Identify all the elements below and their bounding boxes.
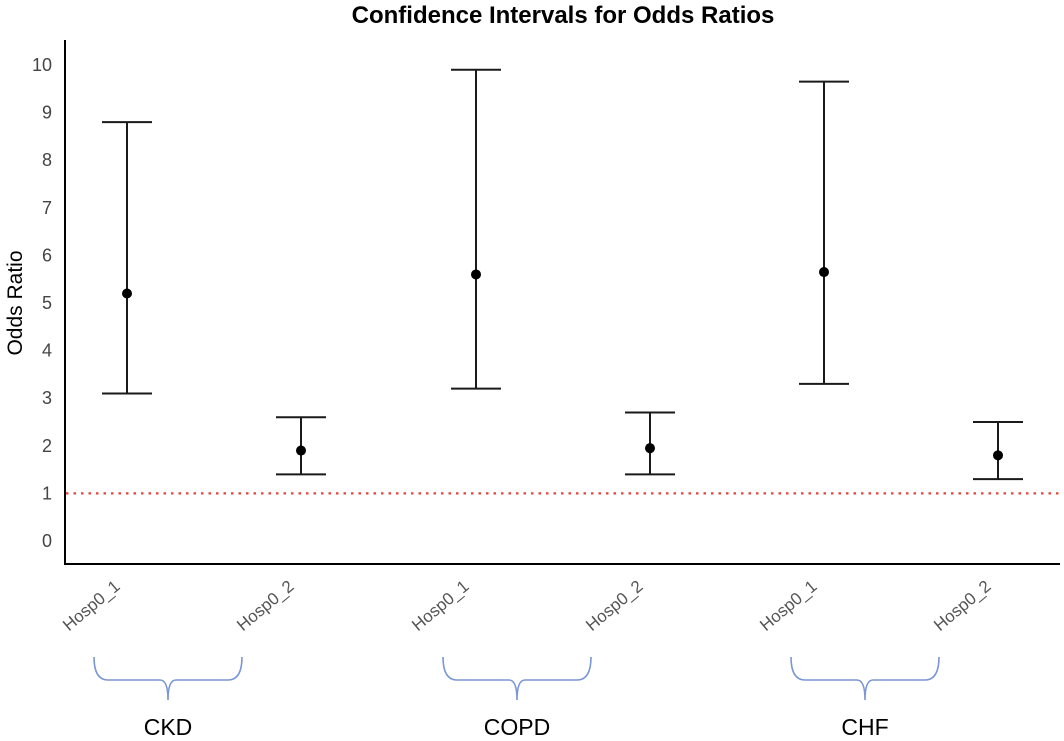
y-tick-label: 3 [42,388,52,408]
x-tick-labels: Hosp0_1 Hosp0_2 Hosp0_1 Hosp0_2 Hosp0_1 Hosp0… [59,577,994,635]
x-tick-label: Hosp0_2 [233,577,297,635]
y-tick-labels: 0 1 2 3 4 5 6 7 8 9 10 [32,55,52,551]
x-tick-label: Hosp0_2 [930,577,994,635]
x-tick-label: Hosp0_1 [408,577,472,635]
y-tick-label: 9 [42,103,52,123]
group-label-copd: COPD [484,714,550,740]
error-bars [102,68,1023,481]
error-bar-chf-hosp0-1 [799,80,849,385]
y-tick-label: 0 [42,531,52,551]
y-tick-label: 10 [32,55,52,75]
point-estimate [819,267,829,278]
point-estimate [645,443,655,454]
chart-title: Confidence Intervals for Odds Ratios [352,2,775,29]
error-bar-chf-hosp0-2 [973,421,1023,481]
point-estimate [122,288,132,299]
error-bar-copd-hosp0-1 [451,68,501,390]
group-braces: CKD COPD CHF [93,656,940,740]
group-brace-copd [442,656,592,701]
y-tick-label: 8 [42,150,52,170]
group-label-chf: CHF [841,714,888,740]
point-estimate [296,445,306,456]
group-brace-ckd [93,656,243,701]
point-estimate [471,269,481,280]
x-tick-label: Hosp0_2 [582,577,646,635]
y-tick-label: 5 [42,293,52,313]
x-tick-label: Hosp0_1 [59,577,123,635]
y-tick-label: 6 [42,245,52,265]
error-bar-ckd-hosp0-1 [102,121,152,395]
error-bar-copd-hosp0-2 [625,411,675,476]
y-axis-label: Odds Ratio [4,250,27,355]
y-tick-label: 2 [42,436,52,456]
y-tick-label: 1 [42,483,52,503]
point-estimate [993,450,1003,461]
group-brace-chf [790,656,940,701]
x-tick-label: Hosp0_1 [756,577,820,635]
y-tick-label: 4 [42,341,52,361]
y-tick-label: 7 [42,198,52,218]
error-bar-ckd-hosp0-2 [276,416,326,476]
group-label-ckd: CKD [144,714,193,740]
